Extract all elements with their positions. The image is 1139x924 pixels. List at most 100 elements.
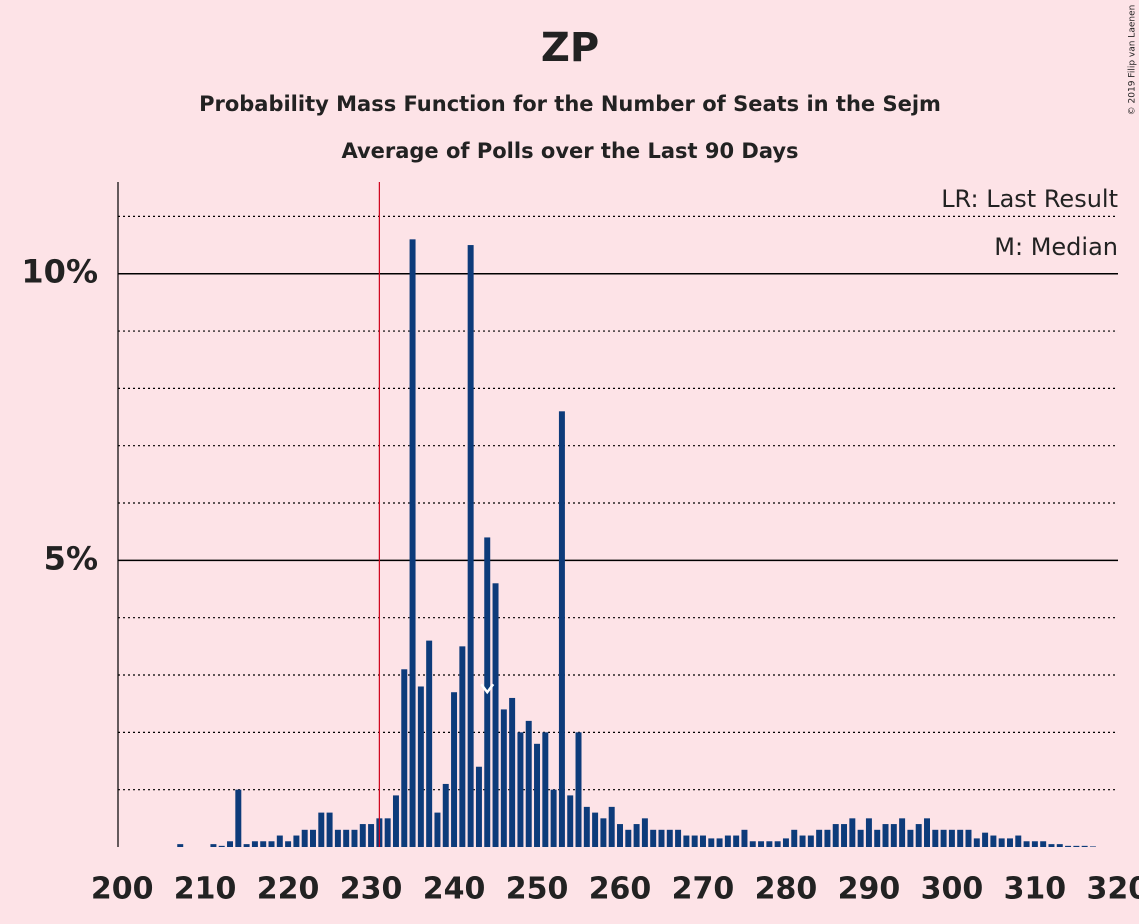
bar bbox=[982, 832, 989, 847]
bar bbox=[525, 720, 532, 847]
bar bbox=[957, 829, 964, 847]
bar bbox=[417, 686, 424, 847]
x-tick-label: 320 bbox=[1087, 872, 1139, 907]
y-tick-label: 10% bbox=[21, 253, 98, 291]
bar bbox=[782, 838, 789, 847]
bar bbox=[600, 818, 607, 847]
bar bbox=[865, 818, 872, 847]
bar bbox=[666, 829, 673, 847]
bar bbox=[608, 806, 615, 847]
bar bbox=[218, 845, 225, 847]
bar bbox=[368, 824, 375, 847]
bar bbox=[1006, 838, 1013, 847]
bar bbox=[1073, 845, 1080, 847]
bar bbox=[749, 841, 756, 847]
bar bbox=[1089, 846, 1096, 847]
x-tick-label: 250 bbox=[506, 872, 569, 907]
bar bbox=[459, 646, 466, 847]
bar bbox=[791, 829, 798, 847]
bar bbox=[1040, 841, 1047, 847]
bar bbox=[384, 818, 391, 847]
bar bbox=[799, 835, 806, 847]
bar bbox=[940, 829, 947, 847]
bar bbox=[716, 838, 723, 847]
bar bbox=[948, 829, 955, 847]
bar bbox=[816, 829, 823, 847]
bar bbox=[285, 841, 292, 847]
bar bbox=[268, 841, 275, 847]
x-tick-label: 270 bbox=[672, 872, 735, 907]
bar bbox=[675, 829, 682, 847]
bar bbox=[1023, 841, 1030, 847]
bar bbox=[235, 789, 242, 847]
bar bbox=[475, 766, 482, 847]
x-tick-label: 300 bbox=[921, 872, 984, 907]
bar bbox=[733, 835, 740, 847]
bar bbox=[1056, 844, 1063, 847]
bar bbox=[392, 795, 399, 847]
legend-entry: M: Median bbox=[994, 233, 1118, 261]
bar bbox=[434, 812, 441, 847]
bar bbox=[824, 829, 831, 847]
bar bbox=[990, 835, 997, 847]
bar bbox=[882, 824, 889, 847]
bar bbox=[832, 824, 839, 847]
x-tick-label: 210 bbox=[174, 872, 237, 907]
bar bbox=[326, 812, 333, 847]
bar bbox=[932, 829, 939, 847]
bar bbox=[517, 732, 524, 847]
chart-subtitle: Average of Polls over the Last 90 Days bbox=[341, 139, 798, 163]
bar bbox=[509, 697, 516, 847]
y-tick-label: 5% bbox=[44, 539, 98, 577]
bar bbox=[1081, 845, 1088, 847]
bar bbox=[998, 838, 1005, 847]
x-tick-label: 290 bbox=[838, 872, 901, 907]
bar bbox=[583, 806, 590, 847]
bar bbox=[857, 829, 864, 847]
bar bbox=[534, 743, 541, 847]
bar bbox=[907, 829, 914, 847]
bar bbox=[1015, 835, 1022, 847]
bar bbox=[633, 824, 640, 847]
bar bbox=[542, 732, 549, 847]
bar bbox=[766, 841, 773, 847]
bar bbox=[227, 841, 234, 847]
x-tick-label: 240 bbox=[423, 872, 486, 907]
bar bbox=[177, 844, 184, 847]
bar bbox=[741, 829, 748, 847]
bar bbox=[359, 824, 366, 847]
bar bbox=[251, 841, 258, 847]
x-tick-label: 260 bbox=[589, 872, 652, 907]
bar bbox=[409, 239, 416, 848]
bar bbox=[310, 829, 316, 847]
bar bbox=[841, 824, 848, 847]
bar bbox=[1065, 845, 1072, 847]
bar bbox=[301, 829, 308, 847]
x-tick-label: 310 bbox=[1004, 872, 1067, 907]
bar bbox=[558, 411, 565, 847]
x-tick-label: 230 bbox=[340, 872, 403, 907]
bar bbox=[965, 829, 972, 847]
bar bbox=[567, 795, 574, 847]
bar bbox=[492, 583, 499, 847]
bar bbox=[500, 709, 507, 847]
x-tick-label: 200 bbox=[91, 872, 154, 907]
x-tick-label: 220 bbox=[257, 872, 320, 907]
bar bbox=[924, 818, 930, 847]
bar bbox=[318, 812, 325, 847]
bar bbox=[758, 841, 765, 847]
chart-subtitle: Probability Mass Function for the Number… bbox=[199, 92, 941, 116]
bar bbox=[650, 829, 657, 847]
bar bbox=[874, 829, 881, 847]
bar bbox=[426, 640, 433, 847]
bar bbox=[724, 835, 731, 847]
bar bbox=[849, 818, 856, 847]
bar bbox=[351, 829, 358, 847]
bar bbox=[683, 835, 690, 847]
bar bbox=[899, 818, 906, 847]
bar bbox=[1031, 841, 1038, 847]
bar bbox=[617, 824, 623, 847]
bar bbox=[807, 835, 814, 847]
